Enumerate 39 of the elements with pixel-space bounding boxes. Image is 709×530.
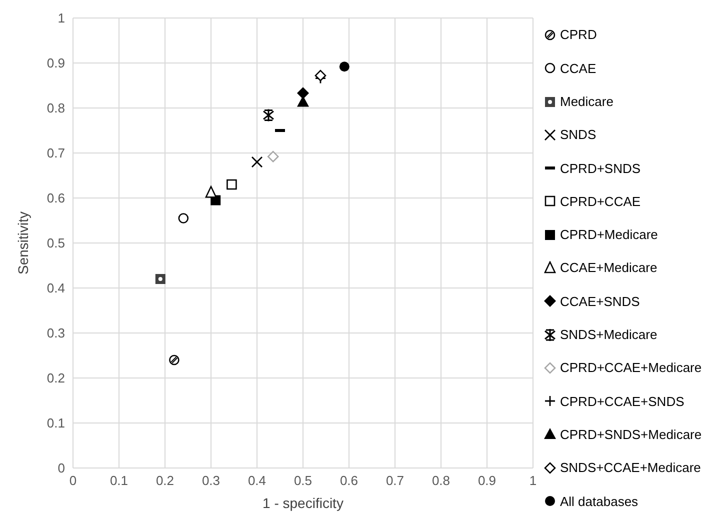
- x-tick-label: 0.9: [478, 473, 496, 488]
- y-tick-label: 0.3: [46, 326, 65, 341]
- x-tick-label: 0.1: [110, 473, 128, 488]
- y-tick-label: 0.1: [46, 416, 65, 431]
- x-tick-label: 1: [529, 473, 537, 488]
- legend-label: CCAE: [560, 60, 596, 76]
- legend-label: CPRD+CCAE+Medicare: [560, 360, 702, 376]
- legend-label: All databases: [560, 494, 638, 509]
- x-tick-label: 0.5: [294, 473, 312, 488]
- x-tick-label: 0.4: [248, 473, 266, 488]
- y-tick-label: 0.8: [46, 100, 65, 116]
- x-tick-label: 0.3: [202, 473, 220, 488]
- legend-label: CCAE+SNDS: [560, 294, 640, 309]
- legend-label: CPRD+SNDS: [560, 160, 641, 176]
- legend-label: CPRD: [560, 27, 597, 42]
- legend-label: CCAE+Medicare: [560, 260, 658, 276]
- x-tick-label: 0.7: [386, 473, 404, 488]
- legend-label: Medicare: [560, 94, 614, 109]
- legend-label: CPRD+CCAE+SNDS: [560, 394, 684, 409]
- x-axis-title: 1 - specificity: [262, 495, 344, 511]
- y-axis-title: Sensitivity: [14, 211, 31, 275]
- x-tick-label: 0: [69, 473, 77, 488]
- y-tick-label: 0.5: [46, 236, 65, 251]
- y-tick-label: 0.7: [46, 146, 65, 161]
- legend-label: SNDS: [560, 127, 596, 142]
- legend-label: SNDS+Medicare: [560, 327, 658, 342]
- y-tick-label: 0.9: [46, 56, 65, 71]
- legend-label: CPRD+SNDS+Medicare: [560, 426, 702, 442]
- x-tick-label: 0.2: [156, 473, 174, 488]
- x-tick-label: 0.6: [340, 473, 358, 488]
- y-tick-label: 0: [58, 460, 65, 476]
- y-tick-label: 0.6: [46, 190, 65, 206]
- y-tick-label: 0.2: [46, 370, 65, 386]
- legend-label: SNDS+CCAE+Medicare: [560, 460, 701, 476]
- x-tick-label: 0.8: [432, 473, 450, 488]
- y-tick-label: 1: [58, 10, 65, 26]
- legend-label: CPRD+Medicare: [560, 227, 658, 242]
- y-tick-label: 0.4: [46, 280, 65, 296]
- legend-label: CPRD+CCAE: [560, 194, 641, 209]
